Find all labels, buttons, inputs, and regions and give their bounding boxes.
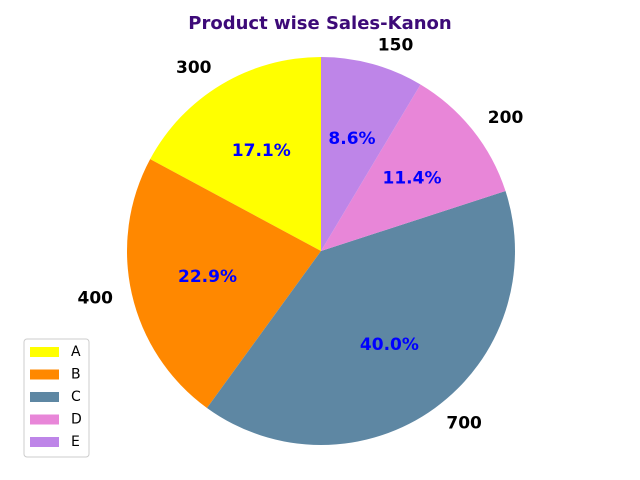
value-label-e: 150 bbox=[378, 35, 414, 55]
legend-label-b: B bbox=[71, 367, 81, 383]
value-labels: 300 400 700 200 150 bbox=[78, 35, 524, 433]
legend-swatch-e bbox=[30, 437, 59, 447]
pie-slice-a bbox=[150, 57, 321, 251]
percent-label-b: 22.9% bbox=[178, 267, 237, 287]
value-label-a: 300 bbox=[176, 58, 212, 78]
pie-slice-e bbox=[321, 57, 421, 251]
value-label-d: 200 bbox=[488, 108, 524, 128]
percent-label-e: 8.6% bbox=[328, 129, 375, 149]
legend-label-a: A bbox=[71, 344, 81, 360]
value-label-c: 700 bbox=[446, 414, 482, 434]
legend-swatch-a bbox=[30, 347, 59, 357]
pie-slices bbox=[126, 57, 515, 445]
pie-slice-c bbox=[206, 191, 515, 445]
percent-labels: 17.1% 22.9% 40.0% 11.4% 8.6% bbox=[178, 129, 441, 355]
percent-label-c: 40.0% bbox=[360, 335, 419, 355]
legend-label-d: D bbox=[71, 412, 82, 428]
legend-swatch-d bbox=[30, 414, 59, 425]
legend-label-e: E bbox=[71, 434, 80, 450]
chart-title: Product wise Sales-Kanon bbox=[188, 13, 451, 34]
pie-slice-d bbox=[321, 84, 506, 252]
percent-label-d: 11.4% bbox=[383, 168, 442, 188]
value-label-b: 400 bbox=[78, 289, 114, 309]
percent-label-a: 17.1% bbox=[232, 141, 291, 161]
legend-label-c: C bbox=[71, 389, 81, 405]
legend-swatch-c bbox=[30, 392, 59, 402]
legend-swatch-b bbox=[30, 369, 59, 380]
pie-slice-b bbox=[126, 159, 321, 408]
